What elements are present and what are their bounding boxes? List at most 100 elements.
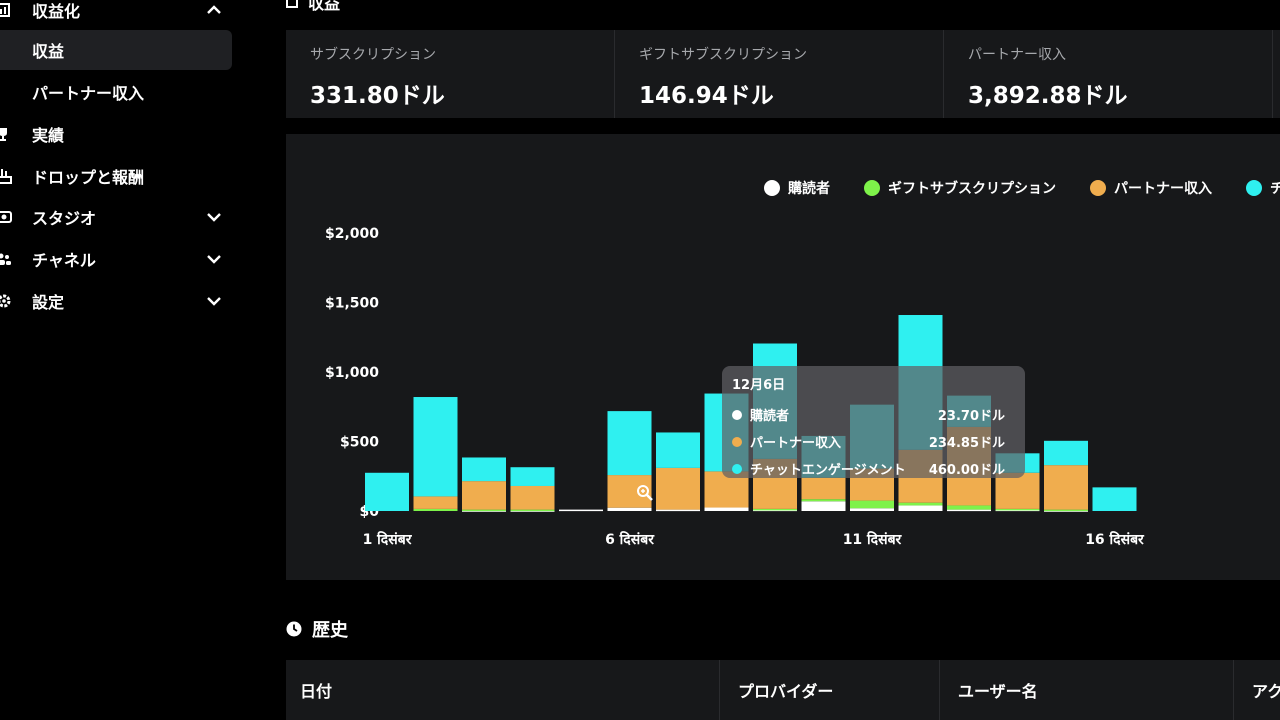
bar-segment-0[interactable] [607,507,652,511]
bar-segment-3[interactable] [462,457,506,482]
bar-segment-1[interactable] [995,508,1040,511]
bar-segment-2[interactable] [462,481,506,510]
history-table: 日付 プロバイダー ユーザー名 アク [286,660,1280,720]
sidebar-item-channel[interactable]: チャネル [0,239,221,279]
stats-cards: サブスクリプション 331.80ドル ギフトサブスクリプション 146.94ドル… [286,30,1280,118]
tooltip-dot [732,436,742,447]
x-tick-label: 6 दिसंबर [605,531,655,548]
bar-segment-0[interactable] [801,501,846,511]
bar-segment-3[interactable] [1092,487,1137,511]
sidebar-section-monetization[interactable]: 収益化 [0,0,221,30]
tooltip-value: 23.70ドル [937,409,1005,424]
tooltip-dot [732,463,742,474]
revenue-icon [286,0,298,8]
bar-segment-2[interactable] [801,477,846,500]
chevron-down-icon[interactable] [204,207,224,227]
bar-segment-0[interactable] [704,507,749,511]
bar-segment-0[interactable] [656,509,700,512]
bar-segment-3[interactable] [1044,440,1088,466]
sidebar-item-drops[interactable]: ドロップと報酬 [0,156,144,196]
bar-segment-0[interactable] [947,509,991,512]
bar-segment-2[interactable] [656,467,700,510]
bar-segment-1[interactable] [801,499,846,502]
sidebar: 収益化 収益 パートナー収入 実績 ドロップと報酬 スタジオ チャネル [0,0,240,720]
x-tick-label: 1 दिसंबर [363,531,413,548]
stat-card-gift-subscriptions: ギフトサブスクリプション 146.94ドル [615,30,944,118]
page-title-text: 収益 [308,0,341,13]
tooltip-label: 購読者 [750,409,790,424]
legend-dot [1090,180,1106,196]
stat-label: サブスクリプション [310,47,436,63]
bar-segment-1[interactable] [462,509,506,512]
sidebar-item-label: スタジオ [32,209,97,228]
bar-segment-1[interactable] [898,502,943,506]
chevron-up-icon[interactable] [204,0,224,20]
sidebar-item-studio[interactable]: スタジオ [0,197,221,237]
bar-segment-1[interactable] [850,500,894,509]
chevron-down-icon[interactable] [204,291,224,311]
stat-value: 331.80ドル [310,83,445,109]
gear-icon [0,291,16,311]
column-header-username[interactable]: ユーザー名 [940,660,1234,720]
bar-segment-2[interactable] [510,485,555,510]
legend-label: ギフトサブスクリプション [888,181,1056,197]
bar-segment-2[interactable] [413,496,458,509]
bar-segment-3[interactable] [365,472,409,511]
chart-legend: 購読者 ギフトサブスクリプション パートナー収入 チ [764,178,1280,198]
tooltip-value: 234.85ドル [928,436,1005,451]
stat-label: ギフトサブスクリプション [639,47,807,63]
y-tick-label: $2,000 [325,226,379,242]
trophy-icon [0,124,16,144]
tooltip-title: 12月6日 [732,378,786,393]
chevron-down-icon[interactable] [204,249,224,269]
tooltip-dot [732,409,742,420]
legend-dot [764,180,780,196]
bar-segment-3[interactable] [656,432,700,468]
legend-item-gift-subs[interactable]: ギフトサブスクリプション [864,178,1056,198]
legend-label: チ [1270,181,1280,197]
legend-item-partner-income[interactable]: パートナー収入 [1090,178,1212,198]
chart-tooltip: 12月6日 購読者 23.70ドル パートナー収入 234.85ドル チャットエ… [722,366,1025,478]
bar-segment-1[interactable] [510,509,555,512]
sidebar-item-partner-income[interactable]: パートナー収入 [0,72,232,112]
bar-segment-3[interactable] [413,397,458,497]
sidebar-item-revenue[interactable]: 収益 [0,30,232,70]
bar-segment-0[interactable] [559,509,603,512]
legend-item-subscribers[interactable]: 購読者 [764,178,830,198]
tooltip-row: チャットエンゲージメント 460.00ドル [732,455,1015,482]
bar-segment-1[interactable] [753,508,797,511]
camera-icon [0,207,16,227]
bar-segment-1[interactable] [413,508,458,511]
stat-value: 146.94ドル [639,83,774,109]
legend-item-chat-engagement[interactable]: チ [1246,178,1280,198]
sidebar-item-label: チャネル [32,251,96,270]
column-header-date[interactable]: 日付 [286,660,720,720]
drops-icon [0,166,16,186]
y-tick-label: $500 [340,435,379,451]
revenue-chart-panel: 購読者 ギフトサブスクリプション パートナー収入 チ $0 $500 $1,000 $… [286,134,1280,580]
stat-card-partner-income: パートナー収入 3,892.88ドル [944,30,1273,118]
legend-dot [1246,180,1262,196]
users-icon [0,249,16,269]
bar-segment-3[interactable] [510,467,555,486]
sidebar-item-settings[interactable]: 設定 [0,281,221,321]
sidebar-item-achievements[interactable]: 実績 [0,114,64,154]
column-header-provider[interactable]: プロバイダー [720,660,940,720]
clock-icon [286,621,302,637]
bar-segment-3[interactable] [607,411,652,476]
bar-segment-1[interactable] [1044,509,1088,512]
column-header-action[interactable]: アク [1252,682,1280,701]
sidebar-item-label: パートナー収入 [32,84,145,103]
main-content: 収益 サブスクリプション 331.80ドル ギフトサブスクリプション 146.9… [240,0,1280,720]
bar-segment-0[interactable] [850,508,894,511]
bar-segment-1[interactable] [947,505,991,510]
legend-label: パートナー収入 [1114,181,1212,197]
tooltip-label: チャットエンゲージメント [750,463,906,478]
bar-segment-2[interactable] [995,472,1040,509]
bar-segment-2[interactable] [1044,465,1088,510]
x-tick-label: 16 दिसंबर [1085,531,1145,548]
tooltip-label: パートナー収入 [750,436,842,451]
bar-segment-0[interactable] [898,505,943,511]
history-heading: 歴史 [286,616,348,642]
